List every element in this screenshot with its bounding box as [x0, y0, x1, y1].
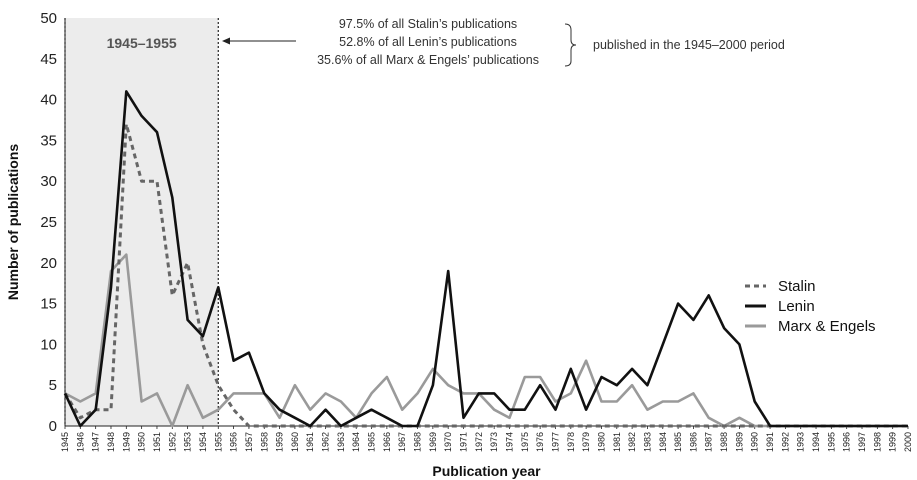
x-tick-label: 1959: [275, 432, 285, 452]
x-tick-label: 1954: [198, 432, 208, 452]
y-tick-label: 10: [40, 336, 57, 353]
y-tick-label: 50: [40, 10, 57, 27]
x-tick-label: 1989: [734, 432, 744, 452]
x-tick-label: 1963: [336, 432, 346, 452]
x-tick-label: 1970: [443, 432, 453, 452]
x-tick-label: 1978: [566, 432, 576, 452]
legend-label: Marx & Engels: [778, 318, 876, 335]
x-tick-label: 1951: [152, 432, 162, 452]
annotation-line-marx-engels: 35.6% of all Marx & Engels’ publications: [317, 53, 539, 67]
x-tick-label: 1981: [612, 432, 622, 452]
x-tick-label: 1968: [413, 432, 423, 452]
x-tick-label: 1950: [137, 432, 147, 452]
legend: Stalin Lenin Marx & Engels: [745, 278, 876, 335]
x-tick-label: 1991: [765, 432, 775, 452]
x-tick-label: 1953: [183, 432, 193, 452]
y-tick-label: 20: [40, 255, 57, 272]
x-tick-label: 1997: [857, 432, 867, 452]
x-tick-label: 1988: [719, 432, 729, 452]
y-tick-label: 5: [49, 377, 57, 394]
x-tick-label: 1947: [91, 432, 101, 452]
y-tick-label: 45: [40, 51, 57, 68]
y-tick-label: 25: [40, 214, 57, 231]
y-tick-labels: 0 5 10 15 20 25 30 35 40 45 50: [40, 10, 57, 435]
x-tick-label: 1961: [305, 432, 315, 452]
x-tick-label: 1956: [229, 432, 239, 452]
x-tick-label: 1964: [351, 432, 361, 452]
legend-label: Lenin: [778, 298, 815, 315]
x-tick-label: 1965: [367, 432, 377, 452]
highlight-label: 1945–1955: [107, 35, 177, 51]
x-tick-label: 1948: [106, 432, 116, 452]
x-tick-labels: 1945 1946 1947 1948 1949 1950 1951 1952 1953 1954…: [60, 426, 913, 452]
series-line-stalin: [63, 122, 908, 428]
x-tick-label: 1973: [489, 432, 499, 452]
annotation-line-lenin: 52.8% of all Lenin’s publications: [339, 35, 517, 49]
annotation-brace: [564, 23, 577, 67]
highlight-rect-1945-1955: [65, 18, 219, 426]
annotation-block: 97.5% of all Stalin’s publications 52.8%…: [222, 17, 785, 67]
x-tick-label: 1949: [121, 432, 131, 452]
x-tick-label: 1993: [796, 432, 806, 452]
legend-label: Stalin: [778, 278, 816, 295]
y-tick-label: 15: [40, 296, 57, 313]
x-tick-label: 1994: [811, 432, 821, 452]
y-tick-label: 35: [40, 132, 57, 149]
x-tick-label: 1976: [535, 432, 545, 452]
x-tick-label: 1977: [550, 432, 560, 452]
x-tick-label: 1999: [888, 432, 898, 452]
annotation-arrow-head: [222, 37, 230, 45]
x-tick-label: 1987: [704, 432, 714, 452]
x-tick-label: 1967: [397, 432, 407, 452]
x-tick-label: 1972: [474, 432, 484, 452]
x-tick-label: 1996: [842, 432, 852, 452]
y-axis-title: Number of publications: [5, 144, 21, 301]
highlight-region: 1945–1955: [64, 18, 219, 426]
x-tick-label: 1980: [596, 432, 606, 452]
x-tick-label: 1955: [213, 432, 223, 452]
x-tick-label: 1969: [428, 432, 438, 452]
x-tick-label: 1995: [826, 432, 836, 452]
x-tick-label: 1986: [688, 432, 698, 452]
annotation-bracket-text: published in the 1945–2000 period: [593, 38, 785, 52]
x-tick-label: 1957: [244, 432, 254, 452]
x-tick-label: 1945: [60, 432, 70, 452]
y-tick-label: 40: [40, 92, 57, 109]
x-tick-label: 1998: [872, 432, 882, 452]
x-tick-label: 1971: [459, 432, 469, 452]
x-tick-label: 1975: [520, 432, 530, 452]
x-tick-label: 1984: [658, 432, 668, 452]
x-tick-label: 1982: [627, 432, 637, 452]
x-tick-label: 1960: [290, 432, 300, 452]
y-tick-label: 0: [49, 418, 57, 435]
annotation-line-stalin: 97.5% of all Stalin’s publications: [339, 17, 517, 31]
x-tick-label: 2000: [903, 432, 913, 452]
x-tick-label: 1974: [504, 432, 514, 452]
series-line-lenin: [63, 90, 908, 428]
x-tick-label: 1958: [259, 432, 269, 452]
x-tick-label: 1990: [750, 432, 760, 452]
series-lines: [63, 90, 908, 428]
x-tick-label: 1952: [167, 432, 177, 452]
y-tick-label: 30: [40, 173, 57, 190]
x-axis-title: Publication year: [432, 463, 541, 479]
x-tick-label: 1966: [382, 432, 392, 452]
x-tick-label: 1962: [321, 432, 331, 452]
x-tick-label: 1985: [673, 432, 683, 452]
x-tick-label: 1946: [75, 432, 85, 452]
x-tick-label: 1992: [780, 432, 790, 452]
x-tick-label: 1983: [642, 432, 652, 452]
x-tick-label: 1979: [581, 432, 591, 452]
